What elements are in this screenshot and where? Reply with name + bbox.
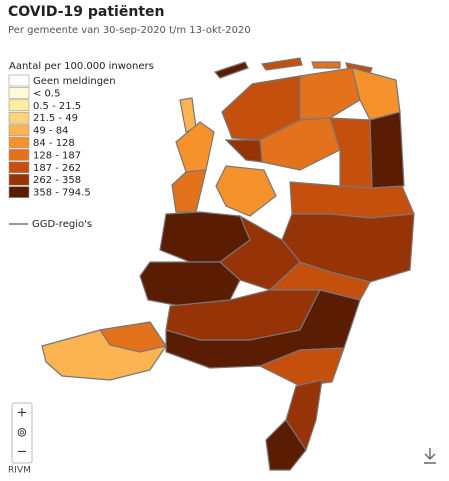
control-box bbox=[11, 402, 33, 464]
region bbox=[175, 121, 215, 173]
legend-label: 358 - 794.5 bbox=[33, 188, 91, 199]
region bbox=[351, 67, 401, 121]
legend-swatch bbox=[8, 87, 30, 99]
legend-label: 128 - 187 bbox=[33, 150, 81, 161]
region bbox=[289, 181, 415, 219]
legend-label: 84 - 128 bbox=[33, 138, 75, 149]
legend-swatch bbox=[8, 161, 30, 174]
region bbox=[213, 61, 249, 79]
legend-label: 262 - 358 bbox=[33, 175, 81, 186]
legend-label: 49 - 84 bbox=[33, 126, 68, 137]
ggd-label: GGD-regio's bbox=[32, 219, 92, 230]
download-glyph bbox=[424, 448, 436, 464]
region bbox=[311, 61, 341, 69]
legend-swatch bbox=[8, 149, 30, 161]
map bbox=[41, 57, 415, 471]
region bbox=[98, 321, 167, 353]
subtitle: Per gemeente van 30-sep-2020 t/m 13-okt-… bbox=[8, 25, 251, 36]
zoom-in[interactable]: + bbox=[17, 406, 28, 421]
zoom-controls: + ⊚ − bbox=[11, 402, 33, 464]
region bbox=[329, 117, 373, 189]
region bbox=[260, 57, 303, 71]
region bbox=[265, 419, 307, 471]
region bbox=[369, 111, 405, 189]
source: RIVM bbox=[8, 466, 31, 476]
download-icon[interactable] bbox=[424, 448, 436, 464]
legend-swatch bbox=[8, 136, 30, 149]
legend-swatch bbox=[8, 124, 30, 136]
legend-title: Aantal per 100.000 inwoners bbox=[9, 61, 154, 72]
legend-swatch bbox=[8, 111, 30, 124]
legend-label: Geen meldingen bbox=[33, 76, 116, 87]
region bbox=[224, 139, 263, 163]
legend-label: 21.5 - 49 bbox=[33, 113, 78, 124]
legend-swatch bbox=[8, 99, 30, 112]
legend-label: 0.5 - 21.5 bbox=[33, 101, 81, 112]
region bbox=[171, 169, 207, 213]
legend-swatch bbox=[8, 173, 30, 186]
locate[interactable]: ⊚ bbox=[17, 426, 28, 441]
region bbox=[219, 214, 301, 291]
region bbox=[215, 165, 277, 217]
legend-label: 187 - 262 bbox=[33, 163, 81, 174]
region bbox=[139, 261, 241, 307]
region bbox=[299, 67, 361, 121]
legend: Geen meldingen< 0.5 0.5 - 21.521.5 - 49 49… bbox=[8, 74, 116, 199]
legend-swatch bbox=[8, 74, 30, 87]
zoom-out[interactable]: − bbox=[17, 445, 28, 460]
title: COVID-19 patiënten bbox=[8, 4, 164, 20]
legend-swatch bbox=[8, 186, 30, 198]
legend-label: < 0.5 bbox=[33, 88, 60, 99]
